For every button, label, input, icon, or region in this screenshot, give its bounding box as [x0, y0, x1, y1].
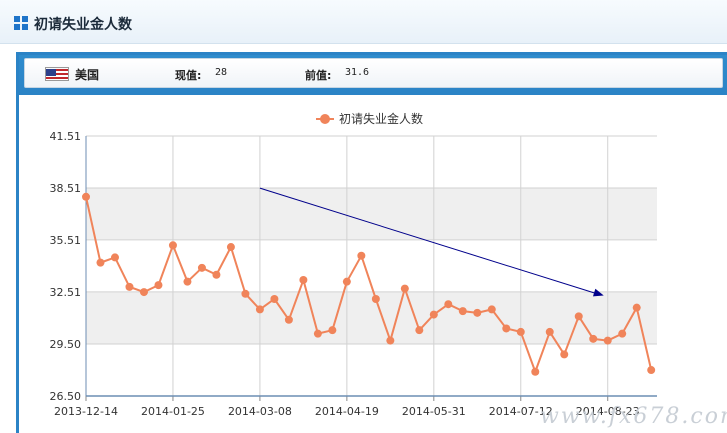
- data-point: [241, 289, 250, 298]
- data-point: [429, 310, 438, 319]
- data-point: [226, 243, 235, 252]
- data-point: [255, 305, 264, 314]
- data-point: [516, 327, 525, 336]
- data-point: [139, 288, 148, 297]
- info-bar: 美国 现值: 28 前值: 31.6: [24, 58, 723, 88]
- y-tick-label: 32.51: [50, 286, 82, 299]
- data-point: [82, 192, 90, 201]
- data-point: [270, 294, 279, 303]
- data-point: [313, 329, 322, 338]
- data-point: [415, 326, 424, 335]
- watermark: www.fx678.com: [540, 404, 727, 429]
- series-line: [85, 196, 653, 373]
- x-tick-label: 2014-01-25: [141, 405, 205, 418]
- data-point: [487, 305, 496, 314]
- plot-band: [86, 187, 657, 240]
- previous-value-label: 前值:: [305, 69, 332, 82]
- plot-band: [86, 291, 657, 345]
- data-point: [560, 350, 569, 359]
- trend-arrow-line: [259, 187, 598, 295]
- x-tick-label: 2014-05-31: [402, 405, 466, 418]
- data-point: [328, 326, 337, 335]
- data-point: [386, 336, 395, 345]
- y-tick-label: 29.50: [50, 338, 82, 351]
- y-tick-label: 38.51: [50, 182, 82, 195]
- data-point: [342, 277, 351, 286]
- x-tick-label: 2014-08-23: [576, 405, 640, 418]
- data-point: [125, 282, 134, 291]
- data-point: [589, 334, 598, 343]
- data-point: [632, 303, 641, 312]
- y-tick-label: 41.51: [50, 130, 82, 143]
- page-title: 初请失业金人数: [34, 17, 132, 33]
- data-point: [647, 366, 656, 375]
- data-point: [197, 263, 206, 272]
- data-point: [444, 300, 453, 309]
- x-tick-label: 2013-12-14: [54, 405, 118, 418]
- content-frame: [16, 52, 727, 433]
- y-tick-label: 26.50: [50, 390, 82, 403]
- data-point: [400, 284, 409, 293]
- current-value: 28: [215, 67, 228, 78]
- data-point: [618, 329, 627, 338]
- x-tick-label: 2014-07-12: [489, 405, 553, 418]
- data-point: [299, 275, 308, 284]
- trend-arrow-head: [592, 288, 604, 297]
- data-point: [110, 253, 119, 262]
- data-point: [473, 308, 482, 317]
- data-point: [574, 312, 583, 321]
- data-point: [212, 270, 221, 279]
- data-point: [603, 336, 612, 345]
- grid-icon: [14, 16, 28, 30]
- x-tick-label: 2014-03-08: [228, 405, 292, 418]
- data-point: [168, 241, 177, 250]
- country-name: 美国: [75, 68, 100, 82]
- us-flag-icon: [45, 67, 69, 81]
- data-point: [284, 315, 293, 324]
- legend-marker: [320, 114, 330, 124]
- previous-value: 31.6: [345, 67, 370, 78]
- data-point: [357, 251, 366, 260]
- data-point: [531, 367, 540, 376]
- data-point: [96, 258, 105, 267]
- data-point: [154, 281, 163, 290]
- data-point: [458, 307, 467, 316]
- legend-label: 初请失业金人数: [339, 111, 423, 126]
- current-value-label: 现值:: [175, 69, 202, 82]
- x-tick-label: 2014-04-19: [315, 405, 379, 418]
- page-header: 初请失业金人数: [0, 0, 727, 44]
- data-point: [183, 277, 192, 286]
- y-tick-label: 35.51: [50, 234, 82, 247]
- data-point: [545, 327, 554, 336]
- data-point: [502, 324, 511, 333]
- data-point: [371, 294, 380, 303]
